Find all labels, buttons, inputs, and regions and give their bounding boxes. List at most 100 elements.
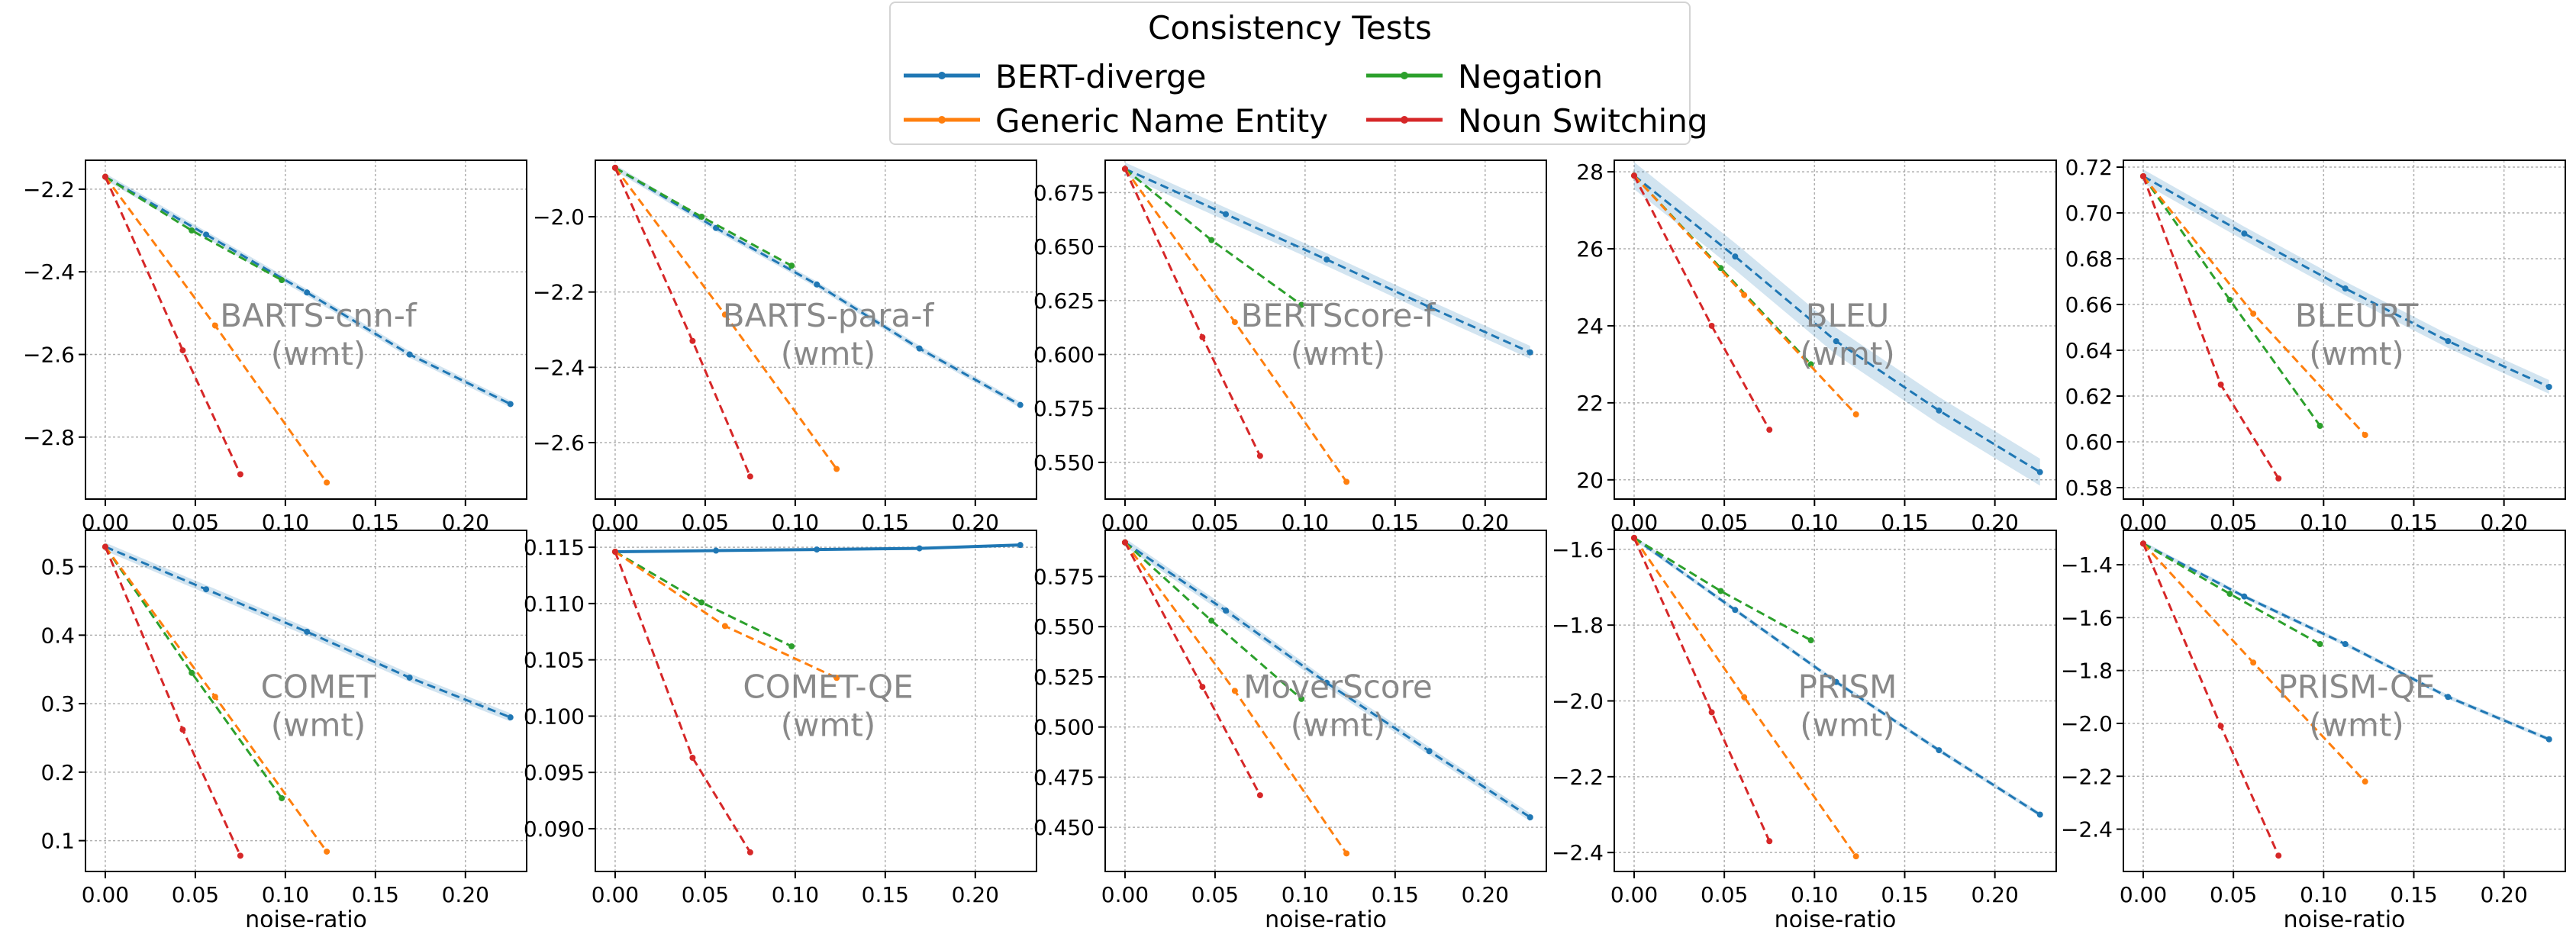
panel-subtitle: (wmt): [781, 707, 876, 744]
point-generic-name-entity: [833, 465, 840, 472]
point-noun-switching: [1121, 539, 1128, 546]
panel-frame: [85, 159, 527, 500]
x-tick-label: 0.20: [1462, 882, 1509, 907]
series-line-noun-switching: [1124, 168, 1262, 457]
y-tick-label: 0.525: [1033, 665, 1095, 690]
legend-label-negation: Negation: [1458, 58, 1604, 95]
x-tick-label: 0.10: [2300, 882, 2347, 907]
y-tick-label: −2.2: [23, 177, 75, 202]
panel-subtitle: (wmt): [2309, 335, 2404, 372]
point-bert-diverge: [2241, 593, 2248, 600]
panel-frame: [1104, 159, 1547, 500]
panel-frame: [2123, 159, 2566, 500]
panel-subtitle: (wmt): [1291, 707, 1386, 744]
panel-title: BLEURT: [2295, 297, 2419, 334]
point-negation: [1208, 617, 1215, 624]
point-negation: [2226, 591, 2233, 598]
x-tick-label: 0.15: [1881, 882, 1928, 907]
series-line-noun-switching: [2142, 176, 2280, 479]
point-bert-diverge: [1527, 349, 1533, 356]
point-noun-switching: [611, 164, 618, 171]
point-noun-switching: [689, 755, 696, 761]
point-noun-switching: [1630, 172, 1637, 179]
y-tick-label: 0.625: [1033, 288, 1095, 314]
x-tick-label: 0.05: [2210, 882, 2257, 907]
y-tick-label: −2.0: [2061, 711, 2113, 736]
y-tick-label: −1.4: [2061, 552, 2113, 578]
x-axis-label: noise-ratio: [1775, 907, 1897, 927]
y-tick-label: 26: [1576, 237, 1604, 262]
y-tick-label: −1.8: [2061, 659, 2113, 684]
point-generic-name-entity: [1852, 411, 1859, 417]
point-negation: [1298, 695, 1305, 702]
panel-title: COMET: [261, 668, 376, 706]
point-negation: [1807, 637, 1814, 644]
point-negation: [189, 669, 195, 676]
panel-subtitle: (wmt): [271, 335, 366, 372]
y-tick-label: 0.1: [40, 829, 75, 854]
panel-subtitle: (wmt): [781, 335, 876, 372]
panel-prism: 0.00 0.05 0.10 0.15 0.20 −1.6 −1.8 −2.0 −2.2 −2.4…: [1552, 530, 2057, 931]
point-bert-diverge: [2445, 694, 2452, 701]
panel-frame: [595, 159, 1037, 500]
band-bert-diverge: [2142, 169, 2549, 394]
x-tick-label: 0.00: [1101, 882, 1149, 907]
y-tick-label: 28: [1576, 159, 1604, 185]
y-tick-label: 22: [1576, 391, 1604, 416]
panel-frame: [85, 530, 527, 872]
point-bert-diverge: [507, 714, 514, 721]
panel-subtitle: (wmt): [2309, 707, 2404, 744]
panel-subtitle: (wmt): [1800, 335, 1895, 372]
point-negation: [1208, 237, 1215, 243]
point-bert-diverge: [2241, 230, 2248, 237]
x-axis-label: noise-ratio: [1265, 907, 1387, 927]
series-line-generic-name-entity: [614, 550, 837, 679]
y-tick-label: −2.2: [2061, 764, 2113, 789]
point-generic-name-entity: [211, 694, 218, 701]
legend-label-noun-switching: Noun Switching: [1458, 102, 1708, 140]
legend-swatch-generic-name-entity: [904, 116, 980, 124]
series-line-negation: [1633, 536, 1812, 642]
legend-label-generic-name-entity: Generic Name Entity: [995, 102, 1329, 140]
point-noun-switching: [237, 471, 243, 478]
legend-swatch-noun-switching: [1366, 116, 1443, 124]
point-bert-diverge: [1527, 814, 1533, 821]
point-bert-diverge: [916, 545, 923, 552]
x-tick-label: 0.00: [2120, 882, 2167, 907]
x-tick-label: 0.15: [352, 882, 399, 907]
point-noun-switching: [1199, 333, 1206, 340]
point-bert-diverge: [713, 547, 720, 554]
point-bert-diverge: [1732, 253, 1739, 260]
point-bert-diverge: [1223, 211, 1230, 217]
point-bert-diverge: [814, 281, 821, 288]
y-tick-label: 0.650: [1033, 234, 1095, 259]
x-tick-label: 0.05: [682, 882, 729, 907]
point-generic-name-entity: [2250, 659, 2257, 666]
x-tick-label: 0.00: [1610, 882, 1658, 907]
point-negation: [189, 227, 195, 234]
point-bert-diverge: [1833, 678, 1839, 685]
point-generic-name-entity: [1741, 694, 1748, 701]
point-generic-name-entity: [1741, 292, 1748, 298]
x-axis-label: noise-ratio: [2284, 907, 2406, 927]
y-tick-label: 0.550: [1033, 614, 1095, 639]
point-noun-switching: [1766, 838, 1773, 845]
panel-frame: [1614, 159, 2057, 500]
panel-moverscore: 0.00 0.05 0.10 0.15 0.20 0.575 0.550 0.525 0.500…: [1033, 530, 1547, 931]
point-bert-diverge: [1732, 607, 1739, 614]
point-bert-diverge: [1323, 256, 1330, 263]
point-bert-diverge: [1936, 747, 1942, 754]
point-negation: [279, 277, 285, 284]
series-line-noun-switching: [1633, 537, 1771, 842]
point-noun-switching: [611, 549, 618, 556]
point-noun-switching: [1256, 792, 1263, 799]
y-tick-label: −1.8: [1552, 613, 1604, 638]
y-tick-label: −2.8: [23, 425, 75, 450]
point-noun-switching: [1630, 534, 1637, 541]
point-noun-switching: [179, 726, 186, 733]
point-bert-diverge: [2342, 641, 2349, 647]
point-bert-diverge: [1223, 607, 1230, 614]
point-generic-name-entity: [324, 848, 330, 855]
point-bert-diverge: [814, 546, 821, 553]
